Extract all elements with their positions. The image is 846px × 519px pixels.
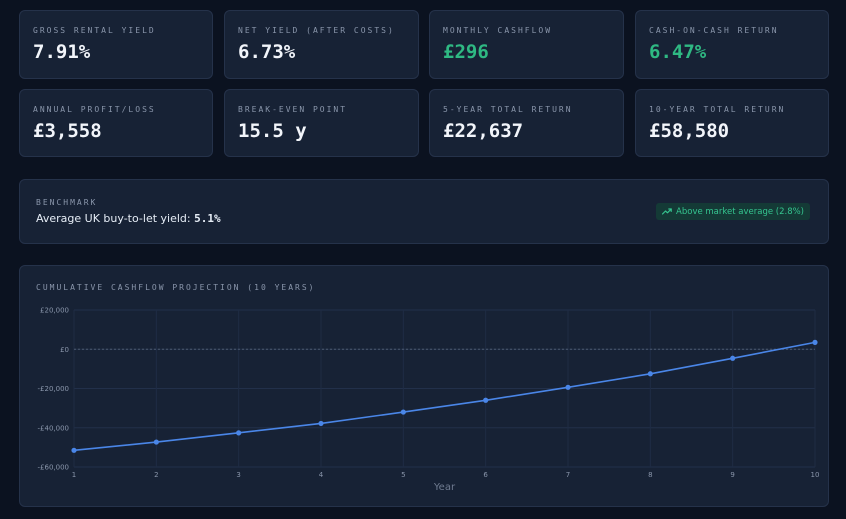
stat-label: CASH-ON-CASH RETURN [649,26,779,35]
stat-value: £3,558 [33,120,102,142]
data-point [236,430,242,436]
x-tick-label: 2 [154,471,158,479]
stat-label: BREAK-EVEN POINT [238,105,348,114]
x-tick-label: 9 [730,471,734,479]
data-point [483,397,489,403]
stat-value: £296 [443,41,489,63]
data-point [153,439,159,445]
stat-label: MONTHLY CASHFLOW [443,26,553,35]
stat-value: 7.91% [33,41,91,63]
x-tick-label: 10 [811,471,820,479]
chart-title: CUMULATIVE CASHFLOW PROJECTION (10 YEARS… [36,283,316,292]
data-point [400,409,406,415]
stat-card-gross-yield: GROSS RENTAL YIELD 7.91% [19,10,213,79]
stat-value: £22,637 [443,120,524,142]
stat-card-10yr-return: 10-YEAR TOTAL RETURN £58,580 [635,89,829,157]
stat-label: NET YIELD (AFTER COSTS) [238,26,395,35]
y-tick-label: £20,000 [40,307,69,315]
y-tick-label: -£40,000 [38,424,69,432]
data-point [730,355,736,361]
stat-card-net-yield: NET YIELD (AFTER COSTS) 6.73% [224,10,419,79]
stat-label: 10-YEAR TOTAL RETURN [649,105,786,114]
data-point [71,447,77,453]
stat-card-cash-on-cash: CASH-ON-CASH RETURN 6.47% [635,10,829,79]
cashflow-chart-card: CUMULATIVE CASHFLOW PROJECTION (10 YEARS… [19,265,829,507]
x-tick-label: 8 [648,471,652,479]
stat-card-monthly-cashflow: MONTHLY CASHFLOW £296 [429,10,624,79]
stat-value: 6.73% [238,41,296,63]
benchmark-label: BENCHMARK [36,198,98,207]
x-tick-label: 6 [483,471,488,479]
x-tick-label: 1 [72,471,76,479]
stat-card-annual-profit: ANNUAL PROFIT/LOSS £3,558 [19,89,213,157]
trending-up-icon [662,208,672,215]
benchmark-value: 5.1% [194,212,221,225]
cashflow-series-line [73,341,816,452]
data-point [565,384,571,390]
x-tick-label: 7 [566,471,570,479]
stat-value: 6.47% [649,41,707,63]
stat-value: 15.5 y [238,120,307,142]
x-axis-label: Year [433,482,456,493]
data-point [812,339,818,345]
badge-text: Above market average (2.8%) [676,206,804,217]
stat-label: 5-YEAR TOTAL RETURN [443,105,573,114]
data-point [318,420,324,427]
y-tick-label: -£20,000 [38,385,69,393]
x-tick-label: 4 [319,471,324,479]
x-tick-label: 3 [236,471,240,479]
y-tick-label: -£60,000 [38,464,69,472]
benchmark-text: Average UK buy-to-let yield: 5.1% [36,212,221,225]
stat-card-5yr-return: 5-YEAR TOTAL RETURN £22,637 [429,89,624,157]
benchmark-text-prefix: Average UK buy-to-let yield: [36,212,195,225]
y-tick-label: £0 [60,346,69,354]
stat-label: ANNUAL PROFIT/LOSS [33,105,156,114]
above-market-badge: Above market average (2.8%) [656,203,810,220]
stat-label: GROSS RENTAL YIELD [33,26,156,35]
x-tick-label: 5 [401,471,405,479]
benchmark-card: BENCHMARK Average UK buy-to-let yield: 5… [19,179,829,244]
stat-value: £58,580 [649,120,730,142]
stat-card-break-even: BREAK-EVEN POINT 15.5 y [224,89,419,157]
data-point [647,371,653,377]
